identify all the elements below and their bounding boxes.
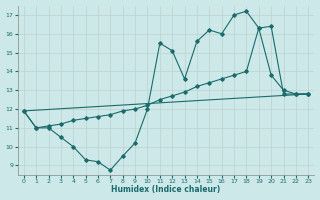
X-axis label: Humidex (Indice chaleur): Humidex (Indice chaleur)	[111, 185, 221, 194]
